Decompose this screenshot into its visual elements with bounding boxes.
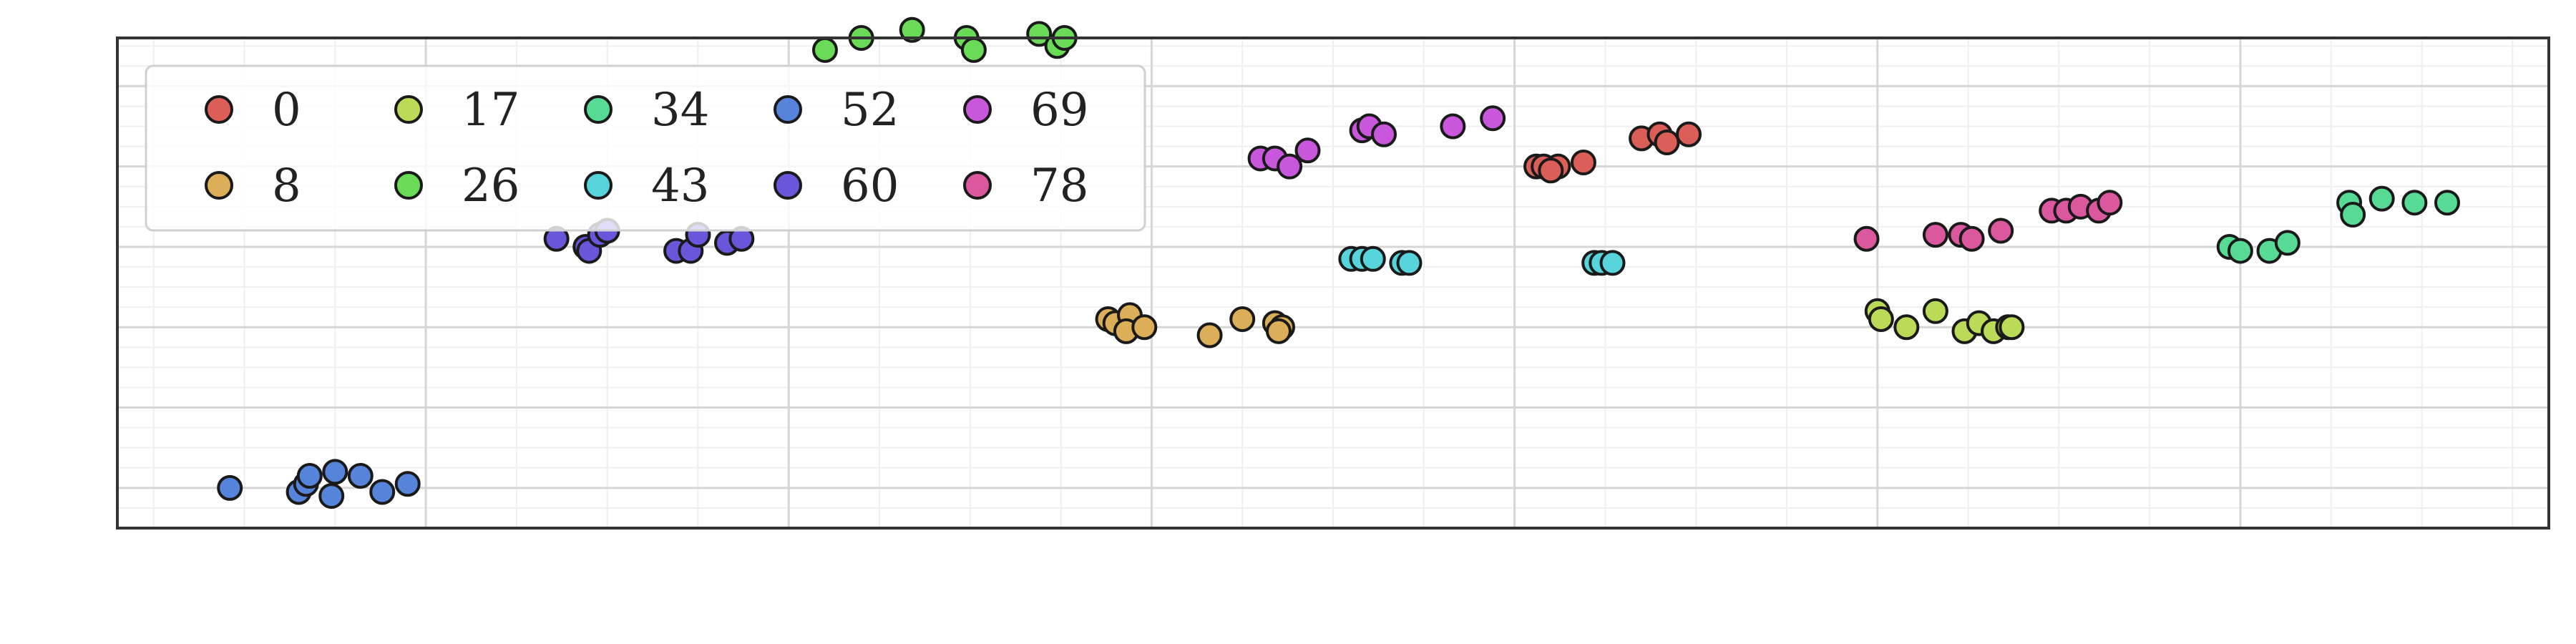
- legend-label-8: 8: [272, 160, 301, 213]
- data-point-series-69: [1480, 105, 1506, 132]
- data-point-series-78: [1958, 225, 1985, 252]
- legend-label-0: 0: [272, 84, 301, 137]
- data-point-series-8: [1265, 318, 1292, 344]
- data-point-series-52: [347, 463, 374, 489]
- legend-marker-52: [774, 95, 802, 124]
- data-point-series-26: [1026, 21, 1053, 47]
- data-point-series-0: [1654, 129, 1680, 155]
- data-point-series-52: [217, 474, 243, 501]
- legend-marker-34: [584, 95, 613, 124]
- data-point-series-52: [369, 479, 396, 505]
- data-point-series-43: [1360, 245, 1386, 272]
- data-point-series-43: [1396, 250, 1423, 276]
- data-point-series-69: [1277, 153, 1303, 180]
- data-point-series-8: [1229, 306, 1256, 333]
- data-point-series-17: [1868, 306, 1894, 333]
- data-point-series-0: [1676, 121, 1702, 147]
- data-point-series-78: [2097, 190, 2123, 216]
- legend-marker-78: [963, 171, 992, 200]
- legend-marker-26: [394, 171, 423, 200]
- data-point-series-78: [1988, 218, 2014, 244]
- data-point-series-17: [1893, 314, 1920, 341]
- data-point-series-69: [1294, 137, 1321, 164]
- legend-marker-8: [205, 171, 233, 200]
- data-point-series-34: [2274, 230, 2301, 256]
- data-points: [217, 16, 2460, 509]
- legend-label-60: 60: [841, 160, 899, 213]
- data-point-series-26: [899, 16, 925, 43]
- legend-label-34: 34: [651, 84, 709, 137]
- legend-label-69: 69: [1030, 84, 1088, 137]
- data-point-series-52: [394, 471, 421, 497]
- data-point-series-69: [1440, 113, 1466, 140]
- legend-marker-60: [774, 171, 802, 200]
- legend-label-78: 78: [1030, 160, 1088, 213]
- data-point-series-26: [811, 36, 838, 63]
- legend-label-17: 17: [462, 84, 519, 137]
- data-point-series-34: [2227, 238, 2253, 264]
- data-point-series-52: [322, 459, 348, 485]
- data-point-series-8: [1196, 322, 1223, 348]
- data-point-series-17: [1922, 298, 1948, 324]
- data-point-series-69: [1371, 121, 1397, 147]
- legend: 0 8 17 26 34 43 52 60 69 78: [145, 64, 1146, 232]
- legend-marker-43: [584, 171, 613, 200]
- data-point-series-0: [1570, 150, 1596, 176]
- data-point-series-17: [1999, 314, 2025, 341]
- data-point-series-78: [1853, 225, 1880, 252]
- data-point-series-34: [2401, 190, 2428, 216]
- data-point-series-52: [318, 483, 345, 509]
- data-point-series-78: [1922, 222, 1948, 248]
- legend-label-52: 52: [841, 84, 899, 137]
- data-point-series-52: [296, 463, 323, 489]
- data-point-series-34: [2340, 202, 2366, 228]
- data-point-series-34: [2368, 185, 2395, 212]
- legend-marker-69: [963, 95, 992, 124]
- data-point-series-26: [960, 36, 987, 63]
- data-point-series-43: [1599, 250, 1626, 276]
- data-point-series-34: [2434, 190, 2460, 216]
- legend-label-43: 43: [651, 160, 709, 213]
- legend-marker-17: [394, 95, 423, 124]
- data-point-series-0: [1538, 157, 1564, 184]
- legend-label-26: 26: [462, 160, 519, 213]
- data-point-series-8: [1131, 314, 1158, 341]
- plot-frame: [116, 36, 2550, 530]
- legend-marker-0: [205, 95, 233, 124]
